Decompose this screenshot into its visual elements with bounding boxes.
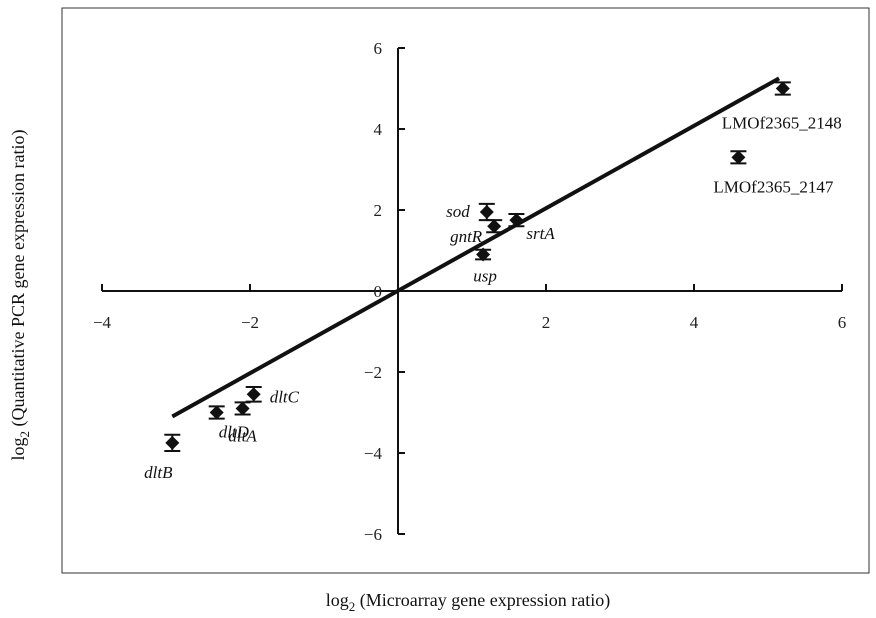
data-point: [234, 401, 251, 416]
point-label: usp: [473, 267, 497, 286]
point-label: dltB: [144, 463, 173, 482]
x-tick-label: 4: [690, 313, 699, 332]
point-label: LMOf2365_2147: [713, 177, 833, 196]
diamond-marker: [479, 205, 494, 220]
diamond-marker: [487, 219, 502, 234]
x-tick-label: 6: [838, 313, 847, 332]
diamond-marker: [235, 401, 250, 416]
point-label: sod: [446, 202, 470, 221]
x-tick-label: −2: [241, 313, 259, 332]
diamond-marker: [209, 405, 224, 420]
diamond-marker: [165, 435, 180, 450]
diamond-marker: [476, 247, 491, 262]
data-point: [208, 405, 225, 420]
diamond-marker: [775, 81, 790, 96]
diamond-marker: [731, 150, 746, 165]
point-label: gntR: [450, 227, 483, 246]
data-point: [508, 213, 525, 228]
x-axis-title: log2 (Microarray gene expression ratio): [326, 590, 610, 614]
plot-frame: [61, 7, 870, 574]
y-tick-label: 6: [374, 39, 383, 58]
x-tick-label: −4: [93, 313, 112, 332]
data-point: [774, 81, 791, 96]
y-tick-label: 4: [374, 120, 383, 139]
y-tick-label: −2: [364, 363, 382, 382]
data-point: [164, 433, 181, 452]
data-points: [164, 81, 791, 452]
axes: [101, 47, 843, 535]
point-label: LMOf2365_2148: [722, 114, 842, 133]
point-label: dltA: [228, 426, 257, 445]
tick-labels: −4 −2 2 4 6 −6 −4 −2 0 2 4 6: [93, 39, 846, 544]
data-point: [486, 219, 503, 234]
data-point: [245, 385, 262, 403]
y-tick-label: −6: [364, 525, 382, 544]
x-tick-label: 2: [542, 313, 551, 332]
point-label: srtA: [526, 224, 555, 243]
y-tick-label: −4: [364, 444, 383, 463]
diamond-marker: [246, 387, 261, 402]
diamond-marker: [509, 213, 524, 228]
regression-line: [171, 76, 781, 419]
data-point: [475, 247, 492, 262]
data-point: [478, 202, 495, 222]
point-label: dltD: [219, 423, 250, 442]
data-point: [730, 150, 747, 165]
y-tick-label: 2: [374, 201, 383, 220]
point-label: dltC: [270, 387, 300, 406]
y-axis-title: log2 (Quantitative PCR gene expression r…: [8, 130, 32, 461]
y-tick-label: 0: [374, 282, 383, 301]
